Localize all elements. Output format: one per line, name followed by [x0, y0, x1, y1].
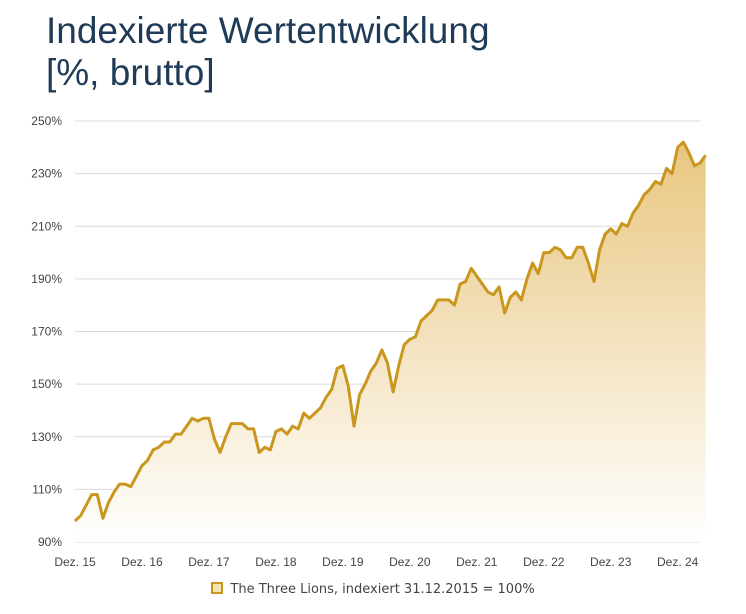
- series-area-fill: [75, 142, 706, 542]
- chart-title-line2: [%, brutto]: [46, 52, 215, 93]
- y-tick-label: 130%: [31, 430, 62, 444]
- y-tick-label: 190%: [31, 272, 62, 286]
- chart-title-line1: Indexierte Wertentwicklung: [46, 10, 490, 51]
- y-tick-label: 230%: [31, 167, 62, 181]
- x-tick-label: Dez. 23: [590, 555, 632, 569]
- x-tick-label: Dez. 16: [121, 555, 163, 569]
- y-tick-label: 150%: [31, 377, 62, 391]
- chart-legend: The Three Lions, indexiert 31.12.2015 = …: [0, 582, 746, 597]
- chart-title: Indexierte Wertentwicklung [%, brutto]: [46, 10, 490, 94]
- x-tick-label: Dez. 15: [54, 555, 96, 569]
- y-tick-label: 110%: [32, 482, 62, 496]
- y-tick-label: 170%: [31, 325, 62, 339]
- chart-plot: 90% 110% 130% 150% 170% 190% 210% 230% 250% Dez. …: [31, 114, 707, 569]
- y-tick-label: 250%: [31, 114, 62, 128]
- series-line: [73, 140, 707, 523]
- x-tick-label: Dez. 21: [456, 555, 498, 569]
- x-tick-label: Dez. 22: [523, 555, 565, 569]
- y-tick-label: 210%: [31, 219, 62, 233]
- x-tick-label: Dez. 19: [322, 555, 364, 569]
- legend-swatch-icon: [211, 582, 224, 594]
- y-tick-label: 90%: [38, 535, 62, 549]
- x-tick-label: Dez. 24: [657, 555, 699, 569]
- x-tick-label: Dez. 17: [188, 555, 230, 569]
- x-tick-label: Dez. 20: [389, 555, 431, 569]
- x-tick-label: Dez. 18: [255, 555, 297, 569]
- legend-label: The Three Lions, indexiert 31.12.2015 = …: [230, 582, 535, 597]
